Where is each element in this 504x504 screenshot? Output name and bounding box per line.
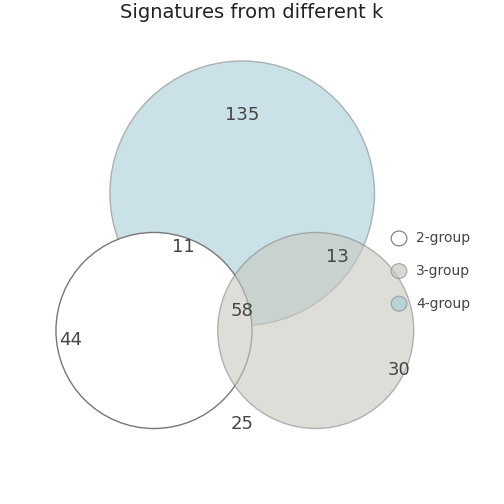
Circle shape [391, 231, 407, 246]
Text: 4-group: 4-group [416, 297, 470, 310]
Circle shape [56, 232, 252, 428]
Text: 2-group: 2-group [416, 231, 470, 245]
Title: Signatures from different k: Signatures from different k [120, 4, 384, 22]
Text: 30: 30 [388, 361, 410, 379]
Text: 11: 11 [172, 238, 195, 256]
Text: 13: 13 [326, 248, 349, 266]
Text: 25: 25 [231, 415, 254, 432]
Text: 58: 58 [231, 302, 254, 320]
Circle shape [218, 232, 414, 428]
Circle shape [391, 264, 407, 279]
Text: 135: 135 [225, 106, 260, 124]
Text: 44: 44 [59, 331, 82, 349]
Circle shape [391, 296, 407, 311]
Circle shape [110, 61, 374, 326]
Text: 3-group: 3-group [416, 264, 470, 278]
